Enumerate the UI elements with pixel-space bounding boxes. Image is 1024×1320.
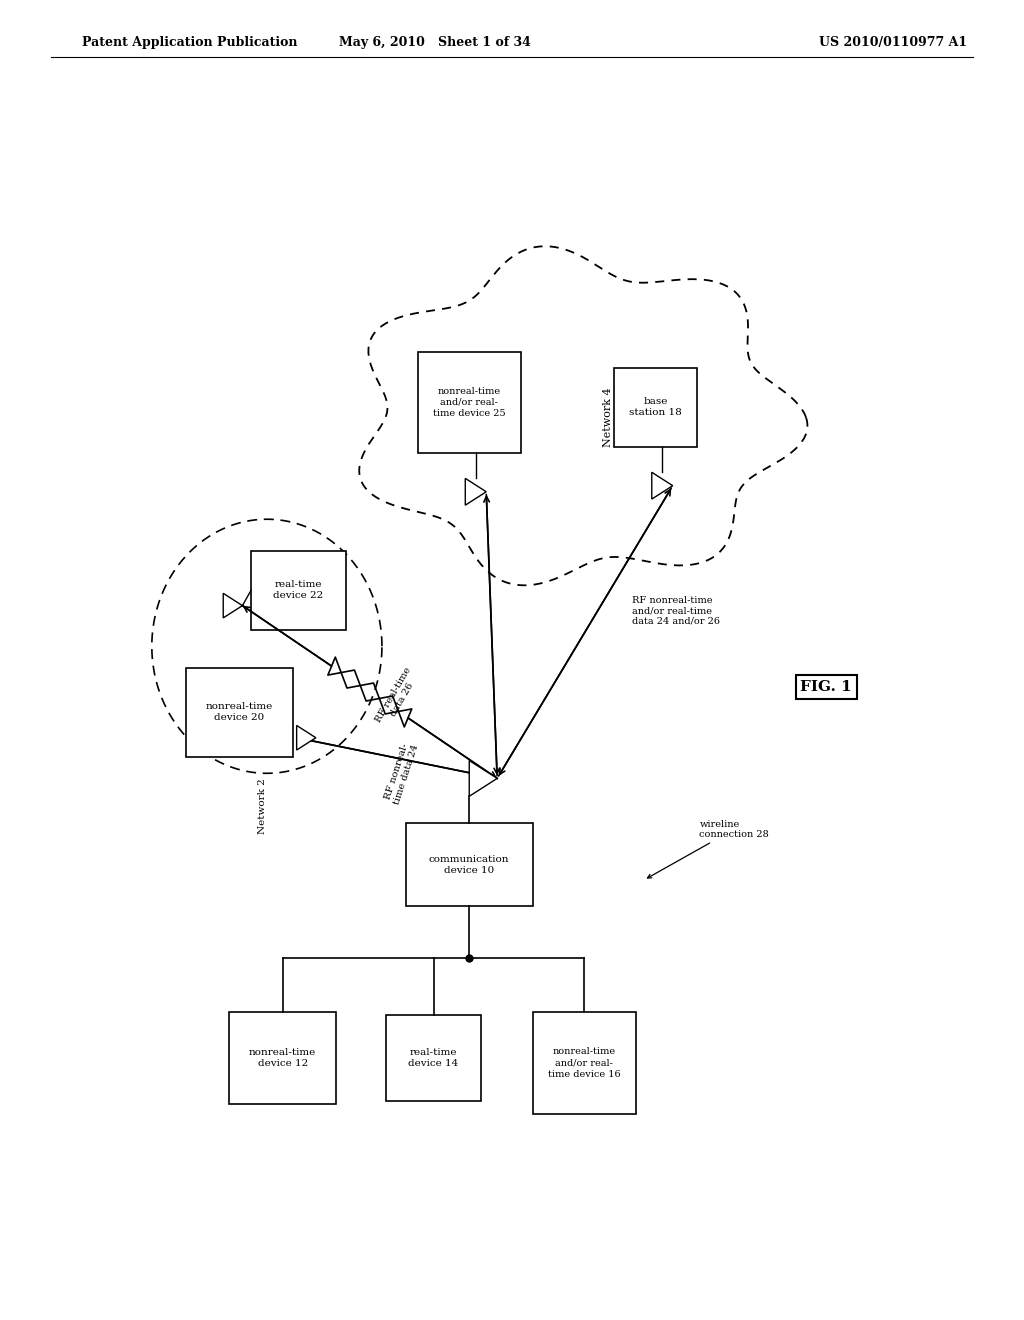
Text: real-time
device 22: real-time device 22 [273, 581, 324, 601]
Text: Patent Application Publication: Patent Application Publication [82, 36, 297, 49]
Text: RF real-time
data 26: RF real-time data 26 [374, 665, 422, 729]
Text: Network 2: Network 2 [258, 779, 267, 834]
Text: FIG. 1: FIG. 1 [801, 680, 852, 694]
Text: nonreal-time
device 12: nonreal-time device 12 [249, 1048, 316, 1068]
Text: RF nonreal-
time data 24: RF nonreal- time data 24 [383, 741, 421, 807]
FancyBboxPatch shape [614, 368, 697, 447]
Text: May 6, 2010   Sheet 1 of 34: May 6, 2010 Sheet 1 of 34 [339, 36, 531, 49]
Polygon shape [469, 760, 498, 796]
Text: base
station 18: base station 18 [630, 397, 682, 417]
Polygon shape [297, 726, 315, 750]
Text: Network 4: Network 4 [603, 388, 613, 447]
Text: nonreal-time
device 20: nonreal-time device 20 [206, 702, 272, 722]
FancyBboxPatch shape [418, 351, 521, 453]
FancyBboxPatch shape [229, 1012, 336, 1104]
FancyBboxPatch shape [406, 824, 532, 907]
Polygon shape [465, 478, 486, 506]
Polygon shape [652, 473, 673, 499]
Text: real-time
device 14: real-time device 14 [409, 1048, 459, 1068]
FancyBboxPatch shape [386, 1015, 481, 1101]
Text: RF nonreal-time
and/or real-time
data 24 and/or 26: RF nonreal-time and/or real-time data 24… [632, 595, 720, 626]
Text: communication
device 10: communication device 10 [429, 855, 510, 875]
Text: nonreal-time
and/or real-
time device 25: nonreal-time and/or real- time device 25 [433, 387, 506, 418]
FancyBboxPatch shape [532, 1012, 636, 1114]
FancyBboxPatch shape [251, 550, 346, 630]
Text: nonreal-time
and/or real-
time device 16: nonreal-time and/or real- time device 16 [548, 1047, 621, 1078]
Polygon shape [223, 593, 243, 618]
FancyBboxPatch shape [185, 668, 293, 758]
Text: wireline
connection 28: wireline connection 28 [647, 820, 769, 878]
Text: US 2010/0110977 A1: US 2010/0110977 A1 [819, 36, 968, 49]
